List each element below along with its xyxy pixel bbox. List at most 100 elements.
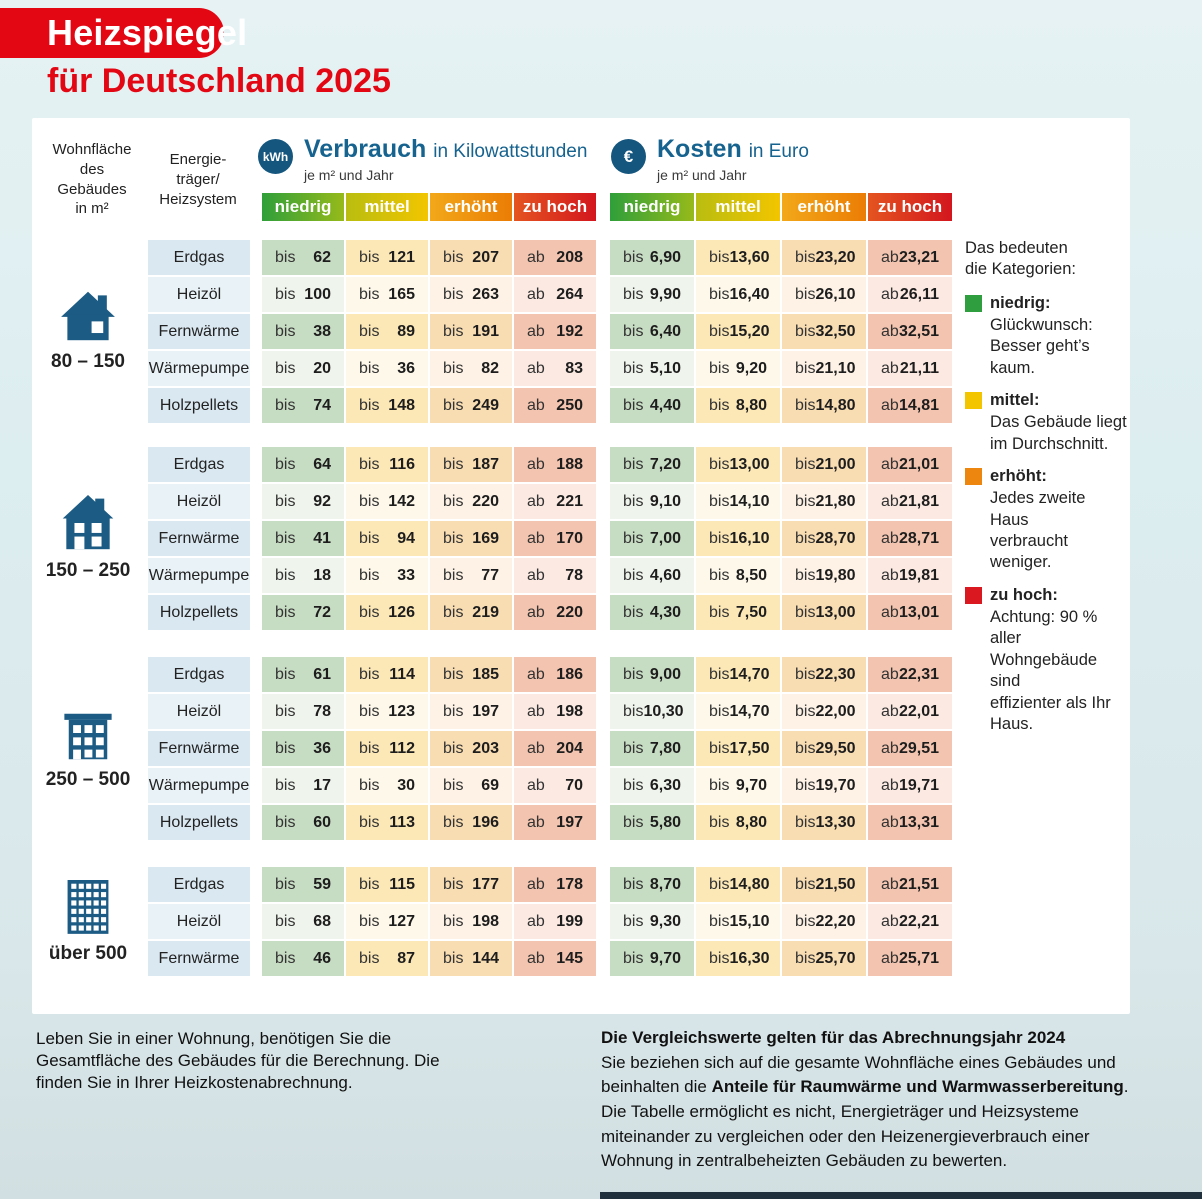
building-size-group: über 500 (32, 867, 144, 976)
table-group: Erdgas bis 64 bis 116 bis 187 ab 188 bis 7,20 bis 13… (148, 447, 952, 630)
value-cell: bis 123 (346, 694, 428, 729)
value-cell: bis 36 (346, 351, 428, 386)
highrise-icon (67, 880, 109, 934)
value-cell: bis 9,20 (696, 351, 780, 386)
value-cell: bis 115 (346, 867, 428, 902)
value-cell: ab 204 (514, 731, 596, 766)
value-cell: bis 16,40 (696, 277, 780, 312)
category-header: zu hoch (868, 193, 952, 221)
value-cell: ab 28,71 (868, 521, 952, 556)
legend-item-text: Das Gebäude liegt im Durchschnitt. (990, 413, 1127, 453)
value-cell: bis 13,00 (696, 447, 780, 482)
category-header: mittel (696, 193, 780, 221)
fuel-label: Erdgas (148, 657, 250, 692)
value-cell: bis 17,50 (696, 731, 780, 766)
value-cell: bis 21,50 (782, 867, 866, 902)
value-cell: bis 9,10 (610, 484, 694, 519)
building-range-label: 150 – 250 (45, 560, 131, 581)
value-cell: bis 10,30 (610, 694, 694, 729)
value-cell: bis 207 (430, 240, 512, 275)
value-cell: bis 22,30 (782, 657, 866, 692)
fuel-label: Holzpellets (148, 595, 250, 630)
value-cell: bis 22,20 (782, 904, 866, 939)
value-cell: bis 61 (262, 657, 344, 692)
fuel-label: Holzpellets (148, 388, 250, 423)
legend-item-text: Achtung: 90 % aller Wohngebäude sind eff… (990, 607, 1111, 733)
value-cell: bis 187 (430, 447, 512, 482)
value-cell: bis 74 (262, 388, 344, 423)
value-cell: bis 17 (262, 768, 344, 803)
category-header: mittel (346, 193, 428, 221)
value-cell: ab 170 (514, 521, 596, 556)
value-cell: bis 38 (262, 314, 344, 349)
value-cell: bis 5,10 (610, 351, 694, 386)
category-header-row: niedrig mittel erhöht zu hoch niedrig mittel e… (148, 193, 952, 221)
fuel-label: Heizöl (148, 904, 250, 939)
heizspiegel-badge-label: Heizspiegel (47, 12, 248, 53)
fuel-label: Fernwärme (148, 314, 250, 349)
legend: Das bedeuten die Kategorien: niedrig: Gl… (965, 238, 1127, 747)
value-cell: bis 19,80 (782, 558, 866, 593)
fuel-label: Wärmepumpe (148, 558, 250, 593)
value-cell: bis 6,40 (610, 314, 694, 349)
footnote-apartment: Leben Sie in einer Wohnung, benötigen Si… (36, 1029, 440, 1092)
value-cell: bis 46 (262, 941, 344, 976)
building-size-group: 250 – 500 (32, 657, 144, 840)
kosten-unit: in Euro (748, 141, 809, 162)
value-cell: bis 77 (430, 558, 512, 593)
value-cell: bis 100 (262, 277, 344, 312)
legend-color-swatch (965, 392, 982, 410)
fuel-label: Erdgas (148, 867, 250, 902)
value-cell: bis 5,80 (610, 805, 694, 840)
fuel-label: Heizöl (148, 277, 250, 312)
value-cell: bis 14,70 (696, 657, 780, 692)
building-size-group: 80 – 150 (32, 240, 144, 423)
value-cell: ab 13,31 (868, 805, 952, 840)
value-cell: bis 4,30 (610, 595, 694, 630)
apartment-block-icon (64, 713, 112, 760)
building-range-label: 80 – 150 (51, 351, 125, 372)
value-cell: bis 68 (262, 904, 344, 939)
fuel-label: Fernwärme (148, 521, 250, 556)
value-cell: ab 23,21 (868, 240, 952, 275)
value-cell: bis 14,70 (696, 694, 780, 729)
value-cell: ab 78 (514, 558, 596, 593)
value-cell: ab 264 (514, 277, 596, 312)
value-cell: bis 33 (346, 558, 428, 593)
value-cell: bis 8,50 (696, 558, 780, 593)
value-cell: bis 21,00 (782, 447, 866, 482)
fuel-label: Heizöl (148, 694, 250, 729)
value-cell: bis 69 (430, 768, 512, 803)
value-cell: bis 4,60 (610, 558, 694, 593)
value-cell: ab 197 (514, 805, 596, 840)
building-size-group: 150 – 250 (32, 447, 144, 630)
value-cell: ab 25,71 (868, 941, 952, 976)
legend-color-swatch (965, 586, 982, 604)
value-cell: bis 9,70 (696, 768, 780, 803)
value-cell: bis 23,20 (782, 240, 866, 275)
legend-item-text: Jedes zweite Haus verbraucht weniger. (990, 489, 1086, 572)
value-cell: ab 199 (514, 904, 596, 939)
value-cell: bis 169 (430, 521, 512, 556)
value-cell: bis 8,80 (696, 388, 780, 423)
value-cell: bis 196 (430, 805, 512, 840)
house-small-icon (61, 291, 115, 341)
value-cell: bis 28,70 (782, 521, 866, 556)
value-cell: bis 249 (430, 388, 512, 423)
value-cell: bis 9,30 (610, 904, 694, 939)
verbrauch-per-label: je m² und Jahr (304, 166, 394, 183)
value-cell: ab 83 (514, 351, 596, 386)
legend-item-label: zu hoch: (990, 585, 1058, 604)
value-cell: ab 26,11 (868, 277, 952, 312)
value-cell: bis 9,90 (610, 277, 694, 312)
value-cell: bis 165 (346, 277, 428, 312)
value-cell: bis 92 (262, 484, 344, 519)
legend-item-text: Glückwunsch: Besser geht’s kaum. (990, 315, 1093, 377)
value-cell: bis 116 (346, 447, 428, 482)
value-cell: ab 21,81 (868, 484, 952, 519)
legend-title: Das bedeuten die Kategorien: (965, 239, 1076, 279)
value-cell: ab 186 (514, 657, 596, 692)
value-cell: bis 197 (430, 694, 512, 729)
value-cell: bis 15,20 (696, 314, 780, 349)
heizspiegel-table-panel: Wohnfläche des Gebäudes in m² Energie- t… (32, 118, 1130, 1014)
